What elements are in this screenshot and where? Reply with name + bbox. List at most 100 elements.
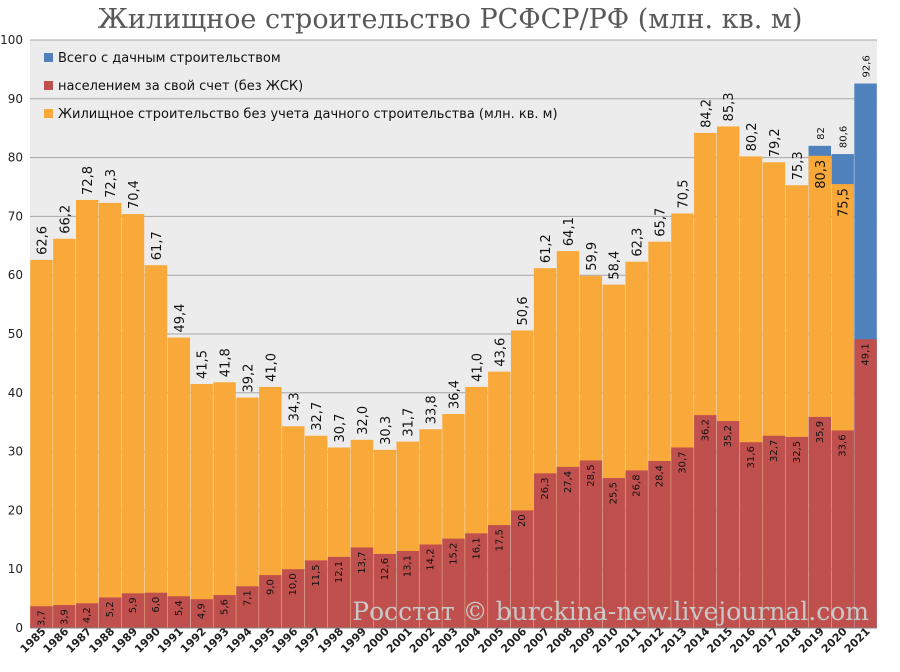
data-label-housing: 85,3 <box>722 92 737 121</box>
data-label-population: 12,1 <box>334 561 345 583</box>
data-label-population: 49,1 <box>861 343 872 365</box>
data-label-population: 3,7 <box>36 610 47 626</box>
bar-housing-total <box>190 383 213 628</box>
bar-housing-total <box>30 259 53 628</box>
data-label-housing: 41,0 <box>264 353 279 382</box>
bar-population <box>98 597 122 628</box>
bar-population <box>762 435 786 628</box>
data-label-population: 9,0 <box>265 579 276 595</box>
bar-population <box>304 560 328 628</box>
bar-population <box>716 421 740 628</box>
bar-housing-total <box>76 199 99 628</box>
y-tick-label: 20 <box>8 503 23 517</box>
data-label-housing: 58,4 <box>608 251 623 280</box>
data-label-housing: 84,2 <box>699 99 714 128</box>
bar-housing-total <box>121 214 145 628</box>
data-label-housing: 33,8 <box>425 395 440 424</box>
data-label-population: 28,5 <box>586 464 597 486</box>
bar-population <box>213 595 236 628</box>
y-tick-label: 70 <box>8 209 23 223</box>
bar-population <box>579 460 603 628</box>
bar-population <box>259 575 282 628</box>
data-label-total-with-dacha: 92,6 <box>862 55 873 77</box>
data-label-housing: 70,4 <box>127 180 142 209</box>
bar-population <box>190 599 213 628</box>
y-tick-label: 50 <box>8 327 23 341</box>
bar-population <box>510 510 534 628</box>
data-label-population: 32,5 <box>792 441 803 463</box>
bar-population <box>625 470 648 628</box>
data-label-population: 27,4 <box>563 471 574 493</box>
bar-population <box>556 466 580 628</box>
data-label-total-with-dacha: 80,6 <box>839 126 850 148</box>
data-label-housing: 75,5 <box>837 188 852 217</box>
bar-housing-total <box>213 382 236 628</box>
bar-population <box>396 550 419 628</box>
data-label-population: 30,7 <box>677 451 688 473</box>
bar-housing-total <box>53 238 76 628</box>
data-label-population: 5,9 <box>128 597 139 613</box>
data-label-housing: 80,3 <box>814 160 829 189</box>
data-label-population: 7,1 <box>242 590 253 606</box>
data-label-population: 36,2 <box>700 419 711 441</box>
bar-population <box>327 556 351 628</box>
data-label-housing: 65,7 <box>654 208 669 237</box>
data-label-housing: 49,4 <box>173 304 188 333</box>
data-label-population: 3,9 <box>59 609 70 625</box>
data-label-population: 4,9 <box>197 603 208 619</box>
data-label-housing: 36,4 <box>448 380 463 409</box>
data-label-housing: 72,3 <box>104 169 119 198</box>
bar-population <box>785 436 809 628</box>
bar-population <box>144 592 168 628</box>
bar-population <box>533 473 557 628</box>
bar-population <box>282 569 305 628</box>
x-tick-label: 2021 <box>842 625 873 656</box>
y-tick-label: 0 <box>15 621 23 635</box>
data-label-housing: 39,2 <box>241 364 256 393</box>
data-label-housing: 75,3 <box>791 151 806 180</box>
data-label-population: 17,5 <box>494 529 505 551</box>
bar-population <box>167 596 191 628</box>
data-label-housing: 61,2 <box>539 234 554 263</box>
data-label-population: 28,4 <box>655 465 666 487</box>
data-label-population: 15,2 <box>449 543 460 565</box>
data-label-population: 16,1 <box>471 537 482 559</box>
data-label-population: 13,1 <box>403 555 414 577</box>
legend-swatch <box>44 53 53 62</box>
bar-housing-total <box>259 386 282 628</box>
bar-housing-total <box>236 397 259 628</box>
legend-swatch <box>44 109 53 118</box>
data-label-population: 6,0 <box>151 597 162 613</box>
legend-label: Жилищное строительство без учета дачного… <box>58 107 558 122</box>
chart-title: Жилищное строительство РСФСР/РФ (млн. кв… <box>97 4 803 35</box>
bar-housing-total <box>98 202 122 628</box>
data-label-housing: 43,6 <box>493 338 508 367</box>
data-label-housing: 80,2 <box>745 122 760 151</box>
data-label-population: 14,2 <box>426 549 437 571</box>
bar-population <box>350 547 374 628</box>
legend-label: Всего с дачным строительством <box>58 51 281 66</box>
bar-housing-total <box>144 265 168 628</box>
bar-population <box>488 525 511 628</box>
bar-population <box>671 447 694 628</box>
data-label-total-with-dacha: 82 <box>816 127 827 140</box>
y-tick-label: 60 <box>8 268 23 282</box>
bar-population <box>854 339 877 628</box>
data-label-housing: 62,3 <box>631 228 646 257</box>
data-label-housing: 41,8 <box>219 348 234 377</box>
bar-population <box>236 586 259 628</box>
data-label-population: 33,6 <box>838 434 849 456</box>
data-label-population: 20 <box>517 514 528 527</box>
y-tick-label: 100 <box>0 33 23 47</box>
data-label-population: 4,2 <box>82 607 93 623</box>
bar-population <box>694 415 717 628</box>
bar-population <box>373 553 397 628</box>
data-label-population: 25,5 <box>609 482 620 504</box>
data-label-population: 5,4 <box>174 600 185 616</box>
bar-population <box>465 533 488 628</box>
y-tick-label: 80 <box>8 151 23 165</box>
data-label-housing: 50,6 <box>516 297 531 326</box>
bar-population <box>30 606 53 628</box>
data-label-population: 31,6 <box>746 446 757 468</box>
data-label-housing: 62,6 <box>35 226 50 255</box>
